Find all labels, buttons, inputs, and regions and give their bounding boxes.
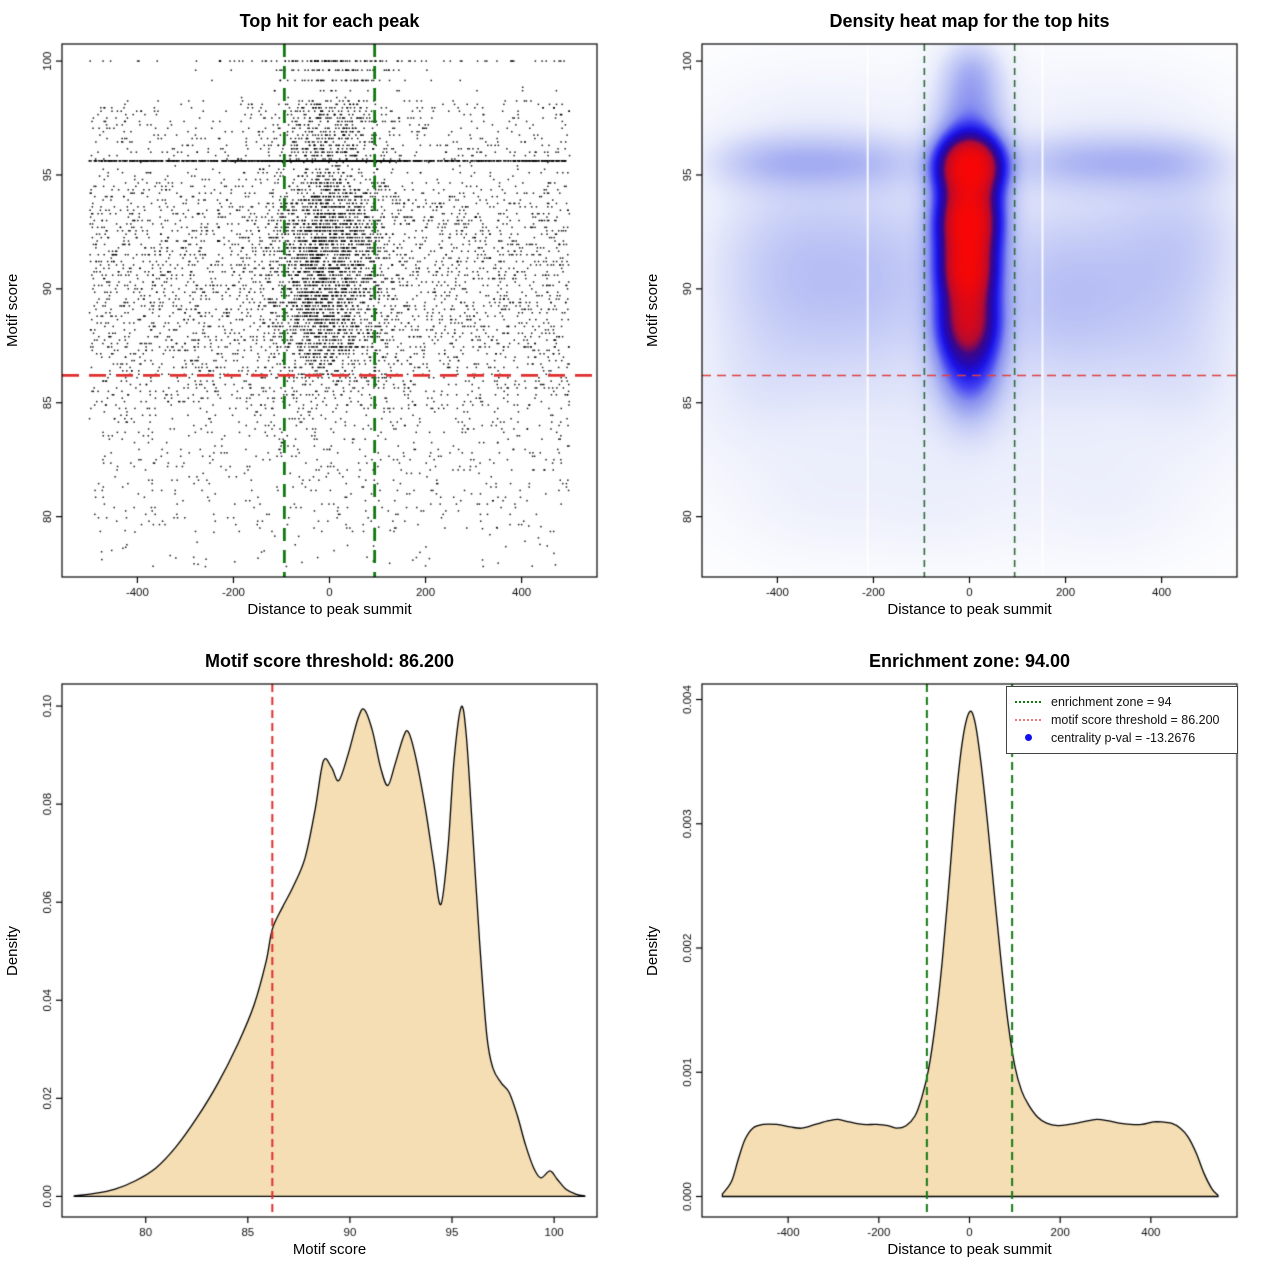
plot-legend: enrichment zone = 94 motif score thresho… — [1006, 686, 1238, 754]
enrichment-zone-title: Enrichment zone: 94.00 — [868, 651, 1071, 671]
motif-score-density-xaxis-title: Motif score — [292, 1241, 367, 1258]
enrichment-zone-xaxis-title: Distance to peak summit — [887, 1241, 1052, 1258]
heatmap-xaxis-title: Distance to peak summit — [887, 601, 1052, 618]
legend-label: enrichment zone = 94 — [1051, 694, 1172, 709]
legend-label: motif score threshold = 86.200 — [1051, 712, 1220, 727]
motif-score-density-yaxis-title: Density — [4, 925, 21, 976]
legend-swatch-box — [1013, 696, 1043, 708]
panel-density-heatmap: Density heat map for the top hits Distan… — [640, 0, 1280, 640]
heatmap-title: Density heat map for the top hits — [829, 11, 1110, 31]
legend-entry-enrichment-zone: enrichment zone = 94 — [1013, 694, 1231, 709]
motif-score-density-title: Motif score threshold: 86.200 — [204, 651, 455, 671]
scatter-plot-canvas — [0, 0, 640, 640]
legend-label: centrality p-val = -13.2676 — [1051, 730, 1196, 745]
enrichment-zone-dotted-line-swatch — [1015, 700, 1041, 703]
scatter-title: Top hit for each peak — [239, 11, 420, 31]
panel-scatter-top-hits: Top hit for each peak Distance to peak s… — [0, 0, 640, 640]
scatter-yaxis-title: Motif score — [4, 273, 21, 348]
heatmap-yaxis-title: Motif score — [644, 273, 661, 348]
panel-motif-score-density: Motif score threshold: 86.200 Motif scor… — [0, 640, 640, 1280]
legend-entry-motif-threshold: motif score threshold = 86.200 — [1013, 712, 1231, 727]
centrality-dot-swatch — [1024, 734, 1032, 741]
motif-score-density-canvas — [0, 640, 640, 1280]
legend-entry-centrality-pval: centrality p-val = -13.2676 — [1013, 730, 1231, 745]
legend-swatch-box — [1013, 714, 1043, 726]
panel-enrichment-zone-density: Enrichment zone: 94.00 Distance to peak … — [640, 640, 1280, 1280]
heatmap-canvas — [640, 0, 1280, 640]
legend-swatch-box — [1013, 732, 1043, 744]
enrichment-zone-yaxis-title: Density — [644, 925, 661, 976]
scatter-xaxis-title: Distance to peak summit — [247, 601, 412, 618]
threshold-dotted-line-swatch — [1015, 718, 1041, 721]
